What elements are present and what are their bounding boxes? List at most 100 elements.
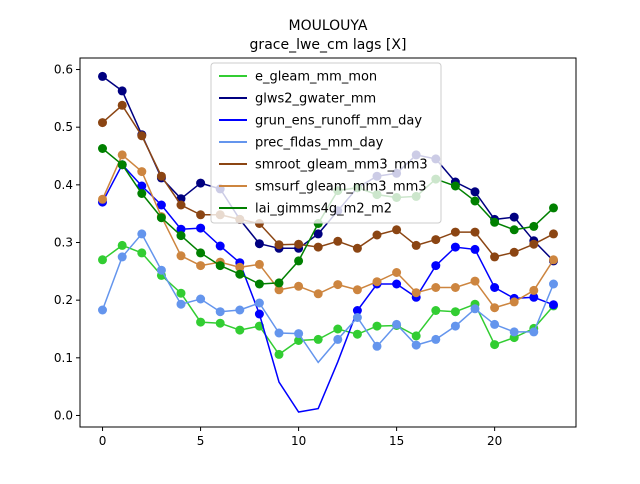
data-point [235,262,245,272]
data-point [196,261,206,271]
data-point [117,86,127,96]
data-point [529,292,539,302]
data-point [98,305,107,315]
y-tick-label: 0.2 [54,293,73,307]
data-point [470,276,480,286]
data-point [274,240,284,250]
y-tick-label: 0.5 [54,120,73,134]
data-point [176,288,186,298]
data-point [137,181,147,191]
data-point [411,331,421,341]
data-point [490,217,500,227]
data-point [254,279,264,289]
x-tick-label: 0 [99,434,107,448]
legend-label: smsurf_gleam_mm3_mm3 [255,180,427,195]
data-point [490,252,500,262]
data-point [196,178,206,188]
data-point [137,229,147,239]
data-point [450,307,460,317]
data-point [98,144,107,153]
legend: e_gleam_mm_mon glws2_gwater_mm grun_ens_ru… [210,62,442,224]
legend-box [210,62,442,224]
data-point [431,261,441,271]
data-point [549,203,558,213]
data-point [235,269,245,279]
data-point [215,261,225,271]
data-point [509,297,519,307]
data-point [549,255,558,265]
data-point [313,242,323,252]
data-point [176,200,186,210]
data-point [274,285,284,295]
data-point [549,300,558,310]
data-point [411,240,421,250]
data-point [235,325,245,335]
data-point [156,200,166,210]
data-point [117,100,127,110]
data-point [294,336,304,345]
data-point [156,213,166,223]
legend-label: grun_ens_runoff_mm_day [255,114,422,129]
data-point [176,251,186,261]
data-point [352,285,362,295]
data-point [372,341,382,351]
y-tick-label: 0.4 [54,178,73,192]
data-point [274,328,284,338]
data-point [352,306,362,315]
data-point [352,313,362,322]
data-point [156,265,166,275]
data-point [98,71,107,81]
data-point [117,240,127,250]
data-point [313,229,323,239]
y-tick-label: 0.6 [54,63,73,77]
data-point [294,239,304,249]
data-point [196,223,206,233]
data-point [509,247,519,257]
data-point [490,303,500,313]
data-point [294,256,304,266]
data-point [196,317,206,327]
x-tick-label: 20 [487,434,502,448]
data-point [333,324,343,334]
data-point [137,131,147,141]
data-point [215,307,225,317]
data-point [529,221,539,231]
data-point [431,306,441,315]
data-point [333,236,343,246]
data-point [294,329,304,339]
data-point [431,283,441,292]
data-point [98,255,107,265]
data-point [196,248,206,258]
data-point [490,340,500,350]
data-point [196,210,206,220]
data-point [450,283,460,292]
data-point [313,289,323,299]
data-point [254,298,264,308]
data-point [176,299,186,309]
series-line-2 [101,163,554,413]
data-point [372,277,382,287]
data-point [176,224,186,234]
legend-label: e_gleam_mm_mon [255,70,377,85]
data-point [137,248,147,258]
data-point [509,327,519,337]
y-tick-label: 0.0 [54,408,73,422]
data-point [156,171,166,181]
data-point [450,227,460,237]
data-point [549,229,558,239]
data-point [98,118,107,128]
series-line-5 [101,153,555,309]
data-point [333,334,343,344]
chart-title: MOULOUYA [289,18,368,34]
data-point [254,239,264,249]
data-point [137,167,147,177]
legend-label: prec_fldas_mm_day [255,136,384,151]
data-point [392,268,402,277]
data-point [352,329,362,339]
x-tick-label: 5 [197,434,205,448]
data-point [215,241,225,251]
data-point [352,243,362,253]
chart-subtitle: grace_lwe_cm lags [X] [250,37,407,53]
